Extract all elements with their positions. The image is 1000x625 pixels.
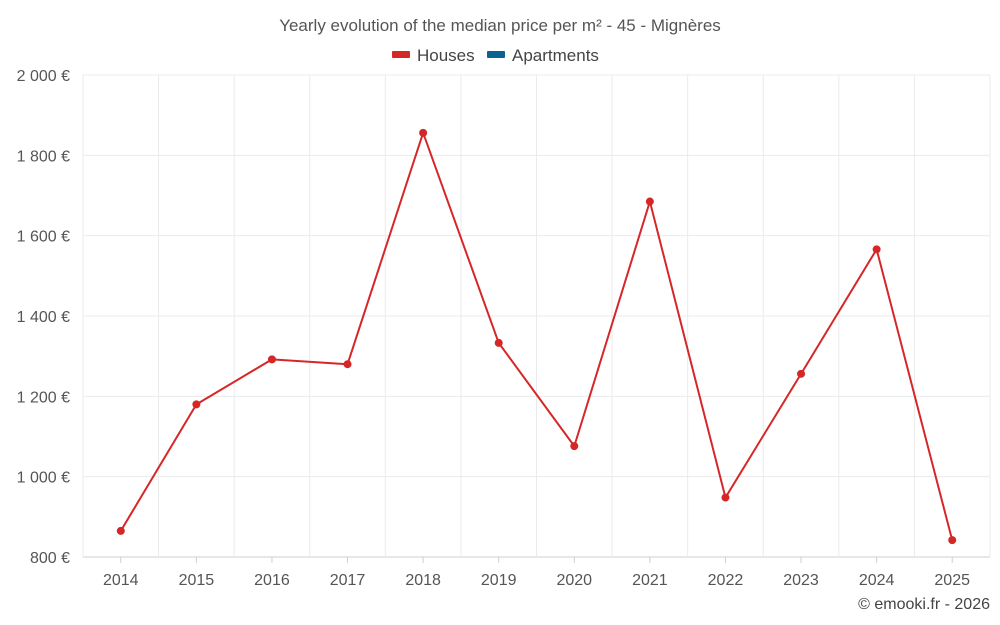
series-line-houses: [119, 131, 954, 541]
x-axis-ticks: 2014 2015 2016 2017 2018 2019 2020 2021 2022 2023…: [103, 557, 970, 589]
x-tick-label: 2023: [783, 572, 819, 589]
series-houses: [116, 128, 957, 545]
y-tick-label: 1 200 €: [17, 389, 70, 406]
data-point-houses-2017[interactable]: [343, 360, 352, 369]
data-point-houses-2025[interactable]: [948, 536, 957, 545]
legend: Houses Apartments: [392, 46, 599, 65]
chart-title: Yearly evolution of the median price per…: [279, 16, 721, 35]
y-tick-label: 1 000 €: [17, 470, 70, 487]
legend-item-apartments[interactable]: Apartments: [487, 46, 599, 65]
x-tick-label: 2019: [481, 572, 517, 589]
x-tick-label: 2016: [254, 572, 290, 589]
legend-swatch-houses: [392, 51, 410, 58]
gridlines: [82, 74, 991, 558]
x-tick-label: 2021: [632, 572, 668, 589]
x-tick-label: 2015: [179, 572, 215, 589]
data-point-houses-2024[interactable]: [872, 245, 881, 254]
x-tick-label: 2024: [859, 572, 895, 589]
x-tick-label: 2018: [405, 572, 441, 589]
y-tick-label: 1 800 €: [17, 148, 70, 165]
legend-swatch-apartments: [487, 51, 505, 58]
x-tick-label: 2025: [934, 572, 970, 589]
data-point-houses-2018[interactable]: [419, 128, 428, 137]
data-point-houses-2019[interactable]: [494, 338, 503, 347]
x-tick-label: 2017: [330, 572, 366, 589]
data-point-houses-2016[interactable]: [267, 355, 276, 364]
data-point-houses-2022[interactable]: [721, 493, 730, 502]
x-tick-label: 2022: [708, 572, 744, 589]
y-axis-ticks: 800 € 1 000 € 1 200 € 1 400 € 1 600 € 1 800 €…: [17, 68, 70, 567]
x-tick-label: 2020: [556, 572, 592, 589]
y-tick-label: 1 600 €: [17, 229, 70, 246]
y-tick-label: 800 €: [30, 550, 70, 567]
credit-text: © emooki.fr - 2026: [858, 596, 990, 613]
data-point-houses-2021[interactable]: [645, 197, 654, 206]
legend-label-houses: Houses: [417, 46, 475, 65]
y-tick-label: 1 400 €: [17, 309, 70, 326]
legend-label-apartments: Apartments: [512, 46, 599, 65]
data-point-houses-2015[interactable]: [192, 400, 201, 409]
data-point-houses-2014[interactable]: [116, 526, 125, 535]
y-tick-label: 2 000 €: [17, 68, 70, 85]
x-tick-label: 2014: [103, 572, 139, 589]
legend-item-houses[interactable]: Houses: [392, 46, 475, 65]
data-point-houses-2023[interactable]: [797, 369, 806, 378]
data-point-houses-2020[interactable]: [570, 442, 579, 451]
